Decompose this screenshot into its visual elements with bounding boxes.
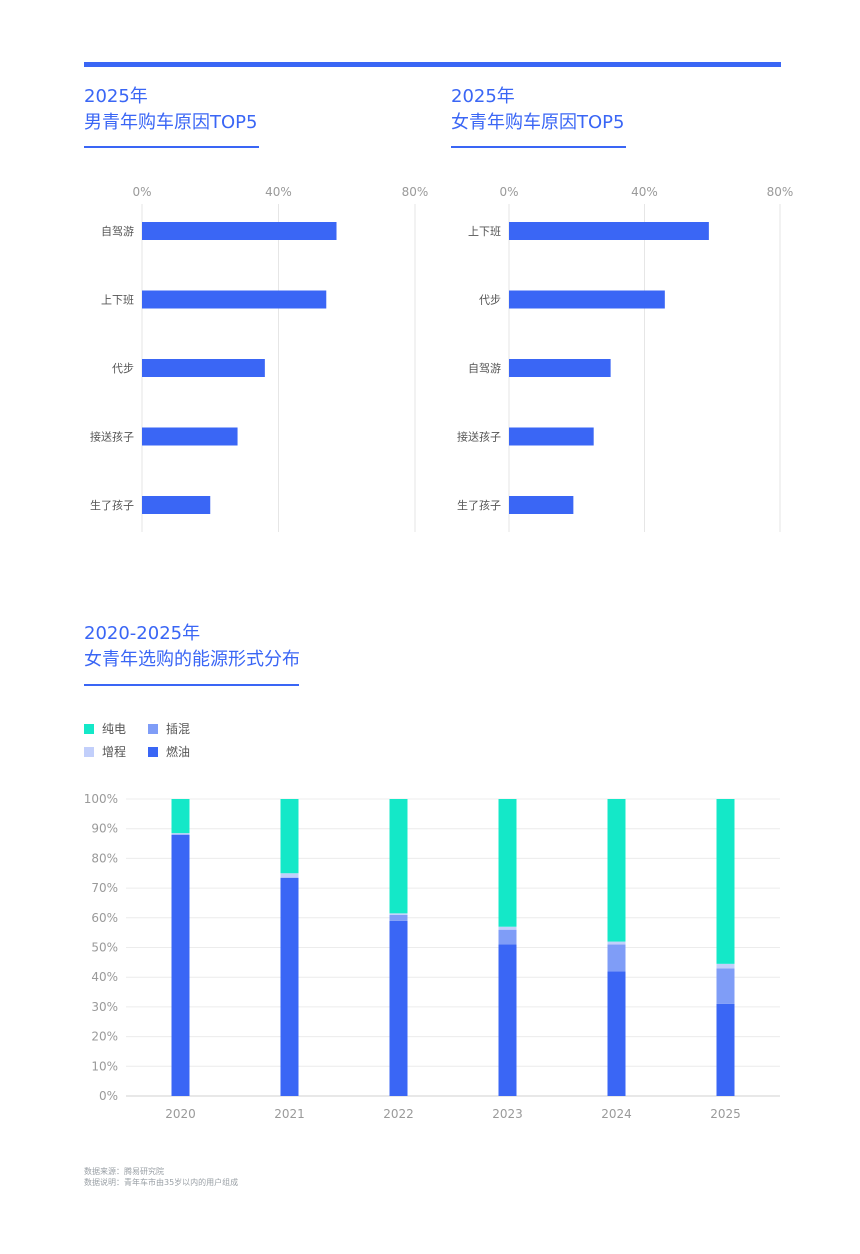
male-reason-bar [142,427,238,446]
legend-item-fuel: 燃油 [148,744,190,760]
female-title-underline [451,146,626,148]
female-reason-x-tick-label: 40% [631,185,658,199]
legend-item-plug-hybrid: 插混 [148,721,190,737]
energy-y-tick-label: 60% [91,911,118,925]
energy-chart-title: 2020-2025年 女青年选购的能源形式分布 [84,621,300,673]
energy-bar-segment-fuel [716,1003,735,1096]
legend-swatch-plug-hybrid [148,724,158,734]
female-reason-bar [509,427,594,446]
female-reason-category-label: 代步 [479,294,501,307]
male-reason-x-tick-label: 0% [132,185,151,199]
energy-bar-segment-plug-hybrid [716,968,735,1004]
female-chart-title-year: 2025年 [451,86,515,107]
energy-x-tick-label: 2025 [710,1107,741,1121]
legend-swatch-range-extender [84,747,94,757]
energy-x-tick-label: 2022 [383,1107,414,1121]
male-title-underline [84,146,259,148]
energy-y-tick-label: 80% [91,851,118,865]
energy-x-tick-label: 2024 [601,1107,632,1121]
male-reason-category-label: 接送孩子 [90,430,134,444]
female-reason-category-label: 生了孩子 [457,498,501,512]
female-reason-category-label: 上下班 [468,225,501,238]
energy-y-tick-label: 0% [99,1089,118,1103]
energy-bar-segment-fuel [607,971,626,1096]
male-reason-category-label: 生了孩子 [90,498,134,512]
legend-swatch-fuel [148,747,158,757]
top-accent-bar [84,62,781,67]
energy-chart-title-years: 2020-2025年 [84,623,201,644]
energy-bar-segment-range-extender [280,873,299,878]
energy-x-tick-label: 2020 [165,1107,196,1121]
energy-bar-segment-pure-electric [498,799,517,927]
female-chart-title-text: 女青年购车原因TOP5 [451,112,625,133]
legend-item-range-extender: 增程 [84,744,126,760]
energy-bar-segment-pure-electric [716,799,735,964]
energy-y-tick-label: 10% [91,1059,118,1073]
male-reason-x-tick-label: 80% [402,185,429,199]
footnote: 数据来源：腾易研究院 数据说明：青年车市由35岁以内的用户组成 [84,1166,238,1188]
legend-swatch-pure-electric [84,724,94,734]
female-reason-bar [509,496,574,514]
female-chart-title: 2025年 女青年购车原因TOP5 [451,84,624,136]
energy-chart-title-text: 女青年选购的能源形式分布 [84,649,300,670]
energy-y-tick-label: 50% [91,941,118,955]
legend-label-range-extender: 增程 [102,745,127,759]
female-reason-category-label: 接送孩子 [457,430,501,444]
male-reason-x-tick-label: 40% [265,185,292,199]
legend-item-pure-electric: 纯电 [84,721,126,737]
male-chart-title-year: 2025年 [84,86,148,107]
footnote-note: 数据说明：青年车市由35岁以内的用户组成 [84,1178,239,1187]
energy-bar-segment-range-extender [389,913,408,915]
energy-bar-segment-pure-electric [607,799,626,942]
male-reason-category-label: 代步 [112,362,134,375]
energy-bar-segment-plug-hybrid [498,929,517,945]
male-reason-category-label: 上下班 [101,294,134,307]
energy-bar-segment-plug-hybrid [389,914,408,921]
footnote-source: 数据来源：腾易研究院 [84,1167,164,1176]
energy-bar-segment-fuel [498,944,517,1096]
energy-y-tick-label: 70% [91,881,118,895]
energy-title-underline [84,684,299,686]
energy-bar-segment-fuel [171,834,190,1096]
female-reason-category-label: 自驾游 [468,362,501,375]
energy-legend: 纯电 插混 增程 燃油 [84,718,284,768]
legend-label-fuel: 燃油 [166,745,191,759]
energy-bar-segment-range-extender [171,833,190,835]
energy-bar-segment-plug-hybrid [607,944,626,972]
male-chart-title: 2025年 男青年购车原因TOP5 [84,84,257,136]
male-reason-bar [142,290,327,309]
energy-y-tick-label: 40% [91,970,118,984]
energy-bar-segment-pure-electric [280,799,299,874]
male-reason-bar [142,359,265,377]
energy-x-tick-label: 2021 [274,1107,305,1121]
male-chart-title-text: 男青年购车原因TOP5 [84,112,258,133]
energy-bar-segment-fuel [389,920,408,1096]
female-reason-bar [509,359,611,377]
energy-bar-segment-pure-electric [389,799,408,914]
energy-y-tick-label: 100% [84,792,118,806]
male-reason-bar [142,222,337,240]
female-reason-x-tick-label: 80% [767,185,794,199]
male-reason-bar [142,496,211,514]
energy-bar-segment-pure-electric [171,799,190,834]
energy-y-tick-label: 20% [91,1030,118,1044]
legend-label-plug-hybrid: 插混 [166,722,191,736]
male-reason-category-label: 自驾游 [101,225,134,238]
energy-y-tick-label: 90% [91,822,118,836]
energy-bar-segment-range-extender [716,963,735,969]
female-reason-bar [509,222,709,240]
female-reason-x-tick-label: 0% [499,185,518,199]
energy-bar-segment-range-extender [498,926,517,930]
energy-x-tick-label: 2023 [492,1107,523,1121]
female-reason-bar [509,290,665,309]
energy-bar-segment-range-extender [607,941,626,945]
energy-y-tick-label: 30% [91,1000,118,1014]
energy-bar-segment-fuel [280,877,299,1096]
legend-label-pure-electric: 纯电 [102,722,127,736]
